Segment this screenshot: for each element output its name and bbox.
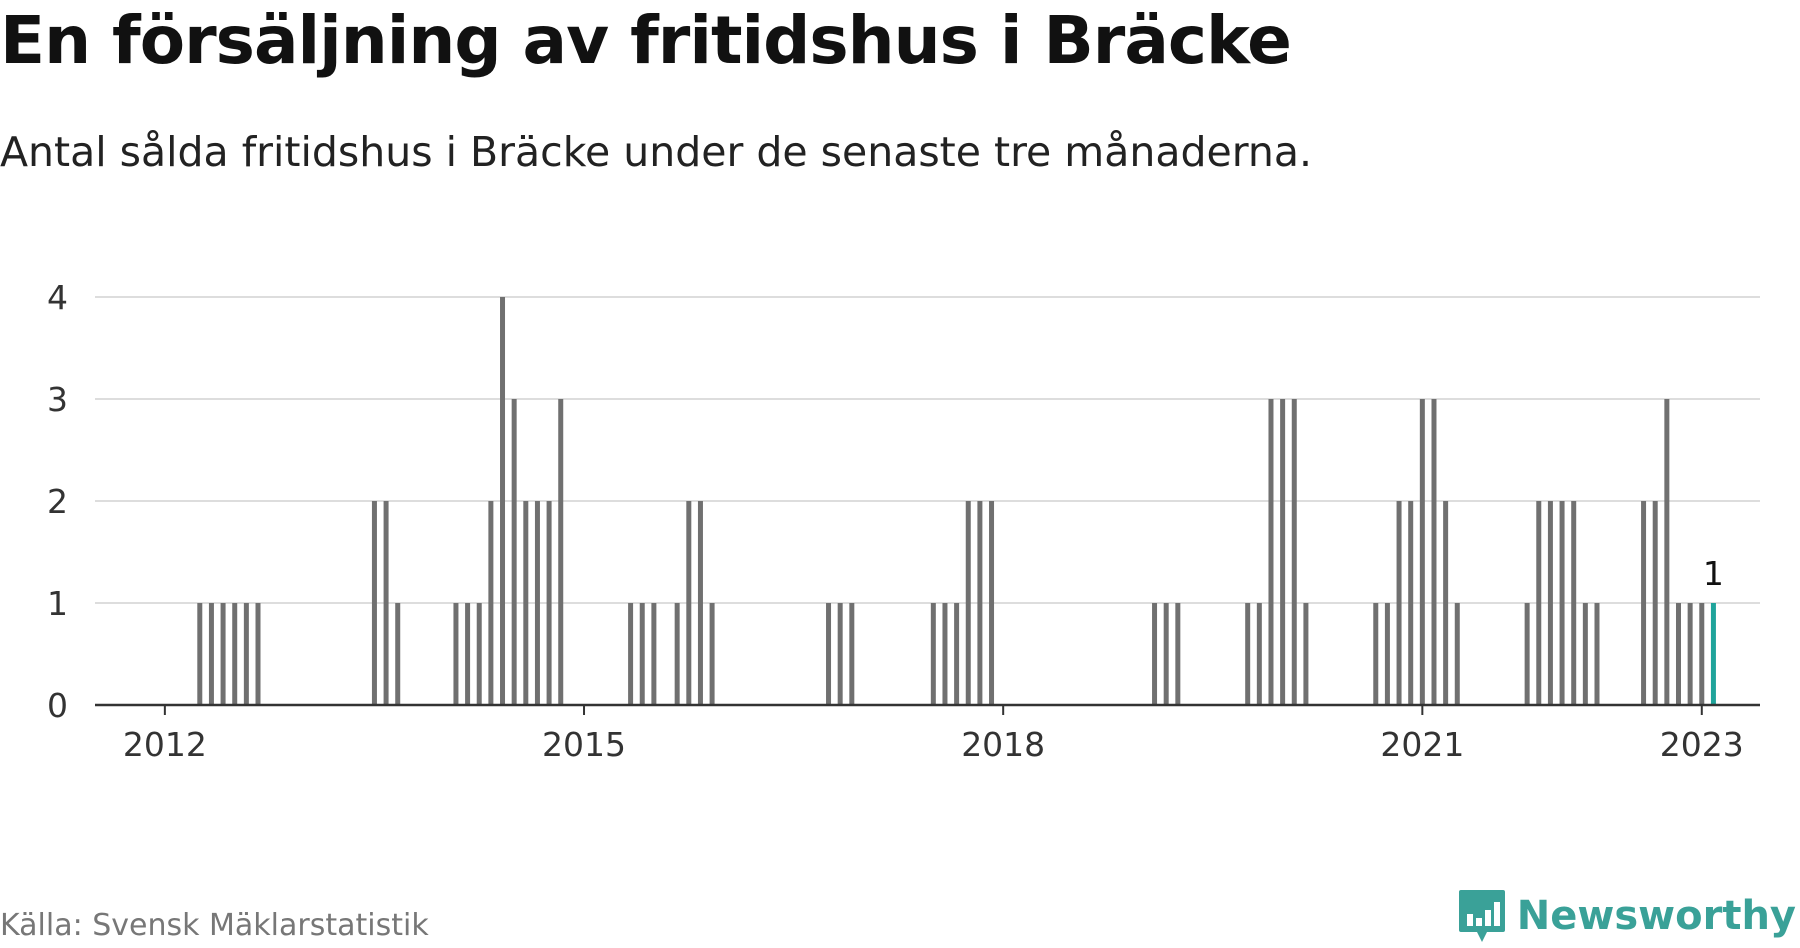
bar <box>220 603 226 705</box>
y-tick-label: 2 <box>47 482 68 521</box>
bar <box>255 603 261 705</box>
bar <box>1652 501 1658 705</box>
x-tick-label: 2015 <box>542 725 626 764</box>
bar <box>1699 603 1705 705</box>
bar <box>523 501 529 705</box>
newsworthy-logo-icon <box>1458 890 1505 942</box>
bar <box>1524 603 1530 705</box>
x-tick-label: 2023 <box>1660 725 1744 764</box>
brand-name: Newsworthy <box>1516 893 1796 939</box>
bar <box>965 501 971 705</box>
data-label: 1 <box>1703 554 1724 593</box>
bar <box>1431 399 1437 705</box>
x-tick-label: 2021 <box>1380 725 1464 764</box>
bar <box>989 501 995 705</box>
x-tick-label: 2018 <box>961 725 1045 764</box>
bar <box>465 603 471 705</box>
highlight-bar <box>1710 603 1716 705</box>
bar <box>1582 603 1588 705</box>
bar <box>674 603 680 705</box>
bar <box>1408 501 1414 705</box>
bar <box>488 501 494 705</box>
bar <box>197 603 203 705</box>
bar <box>371 501 377 705</box>
bar <box>1303 603 1309 705</box>
bar <box>453 603 459 705</box>
bar <box>243 603 249 705</box>
bar <box>1291 399 1297 705</box>
bar <box>639 603 645 705</box>
source-note: Källa: Svensk Mäklarstatistik <box>0 908 429 943</box>
bar <box>709 603 715 705</box>
bar <box>476 603 482 705</box>
bar <box>1594 603 1600 705</box>
chart-subtitle: Antal sålda fritidshus i Bräcke under de… <box>0 128 1312 176</box>
bar <box>826 603 832 705</box>
bar <box>1152 603 1158 705</box>
bar <box>395 603 401 705</box>
bar <box>1443 501 1449 705</box>
bar <box>686 501 692 705</box>
bar <box>651 603 657 705</box>
bar <box>511 399 517 705</box>
bar <box>534 501 540 705</box>
bar <box>1547 501 1553 705</box>
bar <box>1396 501 1402 705</box>
bar <box>1536 501 1542 705</box>
bar <box>1559 501 1565 705</box>
y-tick-label: 0 <box>47 686 68 725</box>
bar <box>837 603 843 705</box>
y-tick-label: 1 <box>47 584 68 623</box>
bar <box>1373 603 1379 705</box>
bar <box>849 603 855 705</box>
bar <box>1641 501 1647 705</box>
bar <box>1571 501 1577 705</box>
bar <box>558 399 564 705</box>
x-tick-label: 2012 <box>123 725 207 764</box>
bar <box>1268 399 1274 705</box>
bar <box>1687 603 1693 705</box>
y-tick-label: 4 <box>47 278 68 317</box>
bar <box>1675 603 1681 705</box>
bar <box>628 603 634 705</box>
brand-logo: Newsworthy <box>1457 888 1796 944</box>
bar <box>1163 603 1169 705</box>
bar <box>208 603 214 705</box>
bar <box>942 603 948 705</box>
bar <box>1664 399 1670 705</box>
bar <box>1175 603 1181 705</box>
bar <box>977 501 983 705</box>
bar <box>930 603 936 705</box>
bar <box>232 603 238 705</box>
bar <box>1384 603 1390 705</box>
bar-chart: 0 1 2 3 4 1 2012 2015 2018 2021 2023 <box>47 278 1760 764</box>
bar <box>1280 399 1286 705</box>
bar <box>1256 603 1262 705</box>
bar <box>1419 399 1425 705</box>
y-tick-label: 3 <box>47 380 68 419</box>
bar <box>500 297 506 705</box>
chart-title: En försäljning av fritidshus i Bräcke <box>0 2 1292 79</box>
bar <box>697 501 703 705</box>
bar <box>383 501 389 705</box>
bar <box>954 603 960 705</box>
bar <box>1245 603 1251 705</box>
bar <box>546 501 552 705</box>
bar <box>1454 603 1460 705</box>
